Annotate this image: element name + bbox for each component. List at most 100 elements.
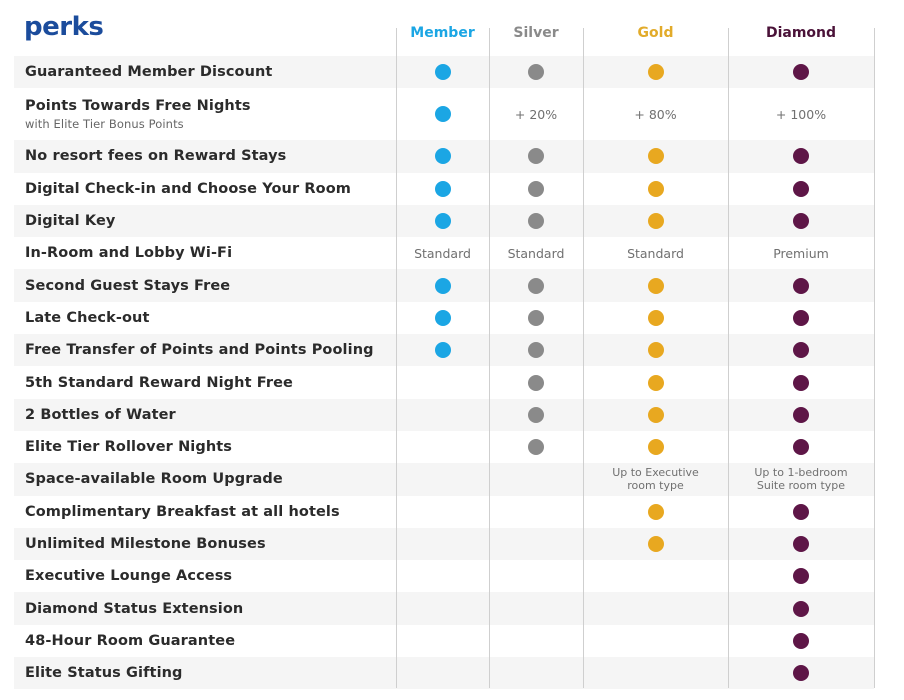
included-dot-icon [434,309,451,326]
cell-gold: Standard [583,237,728,269]
cell-member [396,399,489,431]
cell-value: Standard [507,245,565,261]
perk-name: 48-Hour Room Guarantee [25,632,236,649]
cell-member [396,657,489,689]
cell-diamond [728,560,874,592]
included-dot-icon [793,64,809,81]
cell-gold [583,528,728,560]
cell-value: Standard [627,245,684,261]
cell-silver [489,334,583,366]
cell-gold [583,302,728,334]
perk-name: Diamond Status Extension [25,600,244,617]
included-dot-icon [528,439,544,456]
included-dot-icon [647,439,664,456]
cell-gold [583,431,728,463]
included-dot-icon [647,180,664,197]
column-header-silver: Silver [513,25,559,41]
perk-name: Elite Tier Rollover Nights [25,439,233,456]
cell-silver [489,366,583,398]
table-row: Digital Key [14,204,874,238]
included-dot-icon [647,406,664,423]
cell-member [396,205,489,237]
cell-member [396,496,489,528]
table-row: Space-available Room Upgrade Up to Execut… [14,463,874,496]
perk-name: No resort fees on Reward Stays [25,148,287,165]
table-row: Elite Tier Rollover Nights [14,431,874,463]
included-dot-icon [434,106,451,123]
cell-gold [583,269,728,301]
perk-name: 5th Standard Reward Night Free [25,374,293,391]
cell-gold: Up to Executive room type [583,463,728,495]
included-dot-icon [793,342,809,359]
table-row: Elite Status Gifting [14,657,874,690]
perk-label: Free Transfer of Points and Points Pooli… [25,342,374,358]
perk-name: In-Room and Lobby Wi-Fi [25,245,233,262]
cell-diamond [728,269,874,301]
cell-diamond [728,140,874,172]
cell-silver [489,302,583,334]
included-dot-icon [793,374,809,391]
perk-label: Points Towards Free Nights with Elite Tie… [25,98,251,131]
included-dot-icon [647,64,664,81]
cell-silver [489,528,583,560]
cell-member [396,302,489,334]
column-divider [489,28,490,688]
cell-value: Up to Executive room type [612,466,699,493]
table-row: Late Check-out [14,302,874,334]
included-dot-icon [434,180,451,197]
included-dot-icon [528,148,544,165]
included-dot-icon [793,600,809,617]
table-row: In-Room and Lobby Wi-Fi Standard Standard S… [14,237,874,269]
cell-silver [489,625,583,657]
cell-diamond [728,399,874,431]
perk-name: Guaranteed Member Discount [25,64,273,81]
cell-silver [489,431,583,463]
cell-member: Standard [396,237,489,269]
included-dot-icon [793,406,809,423]
cell-value: Premium [773,245,829,261]
table-row: Points Towards Free Nights with Elite Tie… [14,88,874,140]
cell-gold [583,205,728,237]
perk-name: Points Towards Free Nights [25,97,251,114]
included-dot-icon [528,180,544,197]
perk-label: 5th Standard Reward Night Free [25,375,293,391]
perk-label: Unlimited Milestone Bonuses [25,536,266,552]
cell-member [396,463,489,495]
cell-silver [489,56,583,88]
perk-label: Space-available Room Upgrade [25,471,283,487]
included-dot-icon [793,503,809,520]
perk-label: Digital Key [25,213,115,229]
included-dot-icon [793,568,809,585]
table-row: Guaranteed Member Discount [14,56,874,89]
cell-silver [489,173,583,205]
perk-label: Digital Check-in and Choose Your Room [25,181,351,197]
cell-member [396,592,489,624]
included-dot-icon [647,309,664,326]
included-dot-icon [647,342,664,359]
cell-silver [489,205,583,237]
included-dot-icon [647,374,664,391]
cell-member [396,528,489,560]
cell-member [396,334,489,366]
table-row: 48-Hour Room Guarantee [14,625,874,657]
perk-label: Second Guest Stays Free [25,278,230,294]
table-row: Unlimited Milestone Bonuses [14,527,874,561]
included-dot-icon [528,277,544,294]
perk-name: Free Transfer of Points and Points Pooli… [25,342,374,359]
cell-gold [583,657,728,689]
perk-label: 48-Hour Room Guarantee [25,633,235,649]
included-dot-icon [647,536,664,552]
perk-name: Complimentary Breakfast at all hotels [25,503,340,520]
cell-gold [583,399,728,431]
column-header-member: Member [410,25,475,41]
cell-silver [489,140,583,172]
cell-member [396,269,489,301]
included-dot-icon [793,309,809,326]
cell-member [396,56,489,88]
cell-silver: + 20% [489,88,583,140]
included-dot-icon [528,406,544,423]
perk-label: Elite Status Gifting [25,665,183,681]
cell-silver [489,496,583,528]
cell-value: Standard [414,245,471,261]
cell-gold [583,334,728,366]
